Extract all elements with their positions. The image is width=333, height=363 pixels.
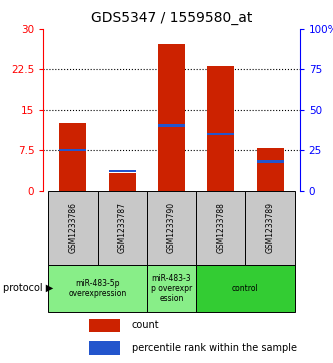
Text: GSM1233790: GSM1233790 (167, 202, 176, 253)
Bar (59, 123, 87, 191)
Bar (245, 191, 295, 265)
Text: GSM1233787: GSM1233787 (118, 202, 127, 253)
Bar (158, 125, 185, 127)
Bar (196, 265, 295, 312)
Bar (158, 44, 185, 191)
Bar (48, 265, 147, 312)
Text: protocol ▶: protocol ▶ (3, 284, 54, 293)
Text: miR-483-5p
overexpression: miR-483-5p overexpression (68, 279, 127, 298)
Bar (109, 173, 136, 191)
Bar (98, 191, 147, 265)
Bar (59, 149, 87, 151)
Text: GSM1233789: GSM1233789 (266, 202, 275, 253)
Bar (90, 342, 120, 355)
Text: GSM1233786: GSM1233786 (68, 202, 77, 253)
Bar (109, 170, 136, 172)
Text: miR-483-3
p overexpr
ession: miR-483-3 p overexpr ession (151, 274, 192, 303)
Bar (207, 66, 234, 191)
Bar (90, 319, 120, 332)
Bar (196, 191, 245, 265)
Bar (256, 148, 284, 191)
Bar (207, 132, 234, 135)
Bar (256, 160, 284, 163)
Bar (48, 191, 98, 265)
Text: count: count (132, 320, 160, 330)
Bar (147, 191, 196, 265)
Title: GDS5347 / 1559580_at: GDS5347 / 1559580_at (91, 11, 252, 25)
Text: control: control (232, 284, 259, 293)
Bar (147, 265, 196, 312)
Text: percentile rank within the sample: percentile rank within the sample (132, 343, 297, 353)
Text: GSM1233788: GSM1233788 (216, 202, 225, 253)
